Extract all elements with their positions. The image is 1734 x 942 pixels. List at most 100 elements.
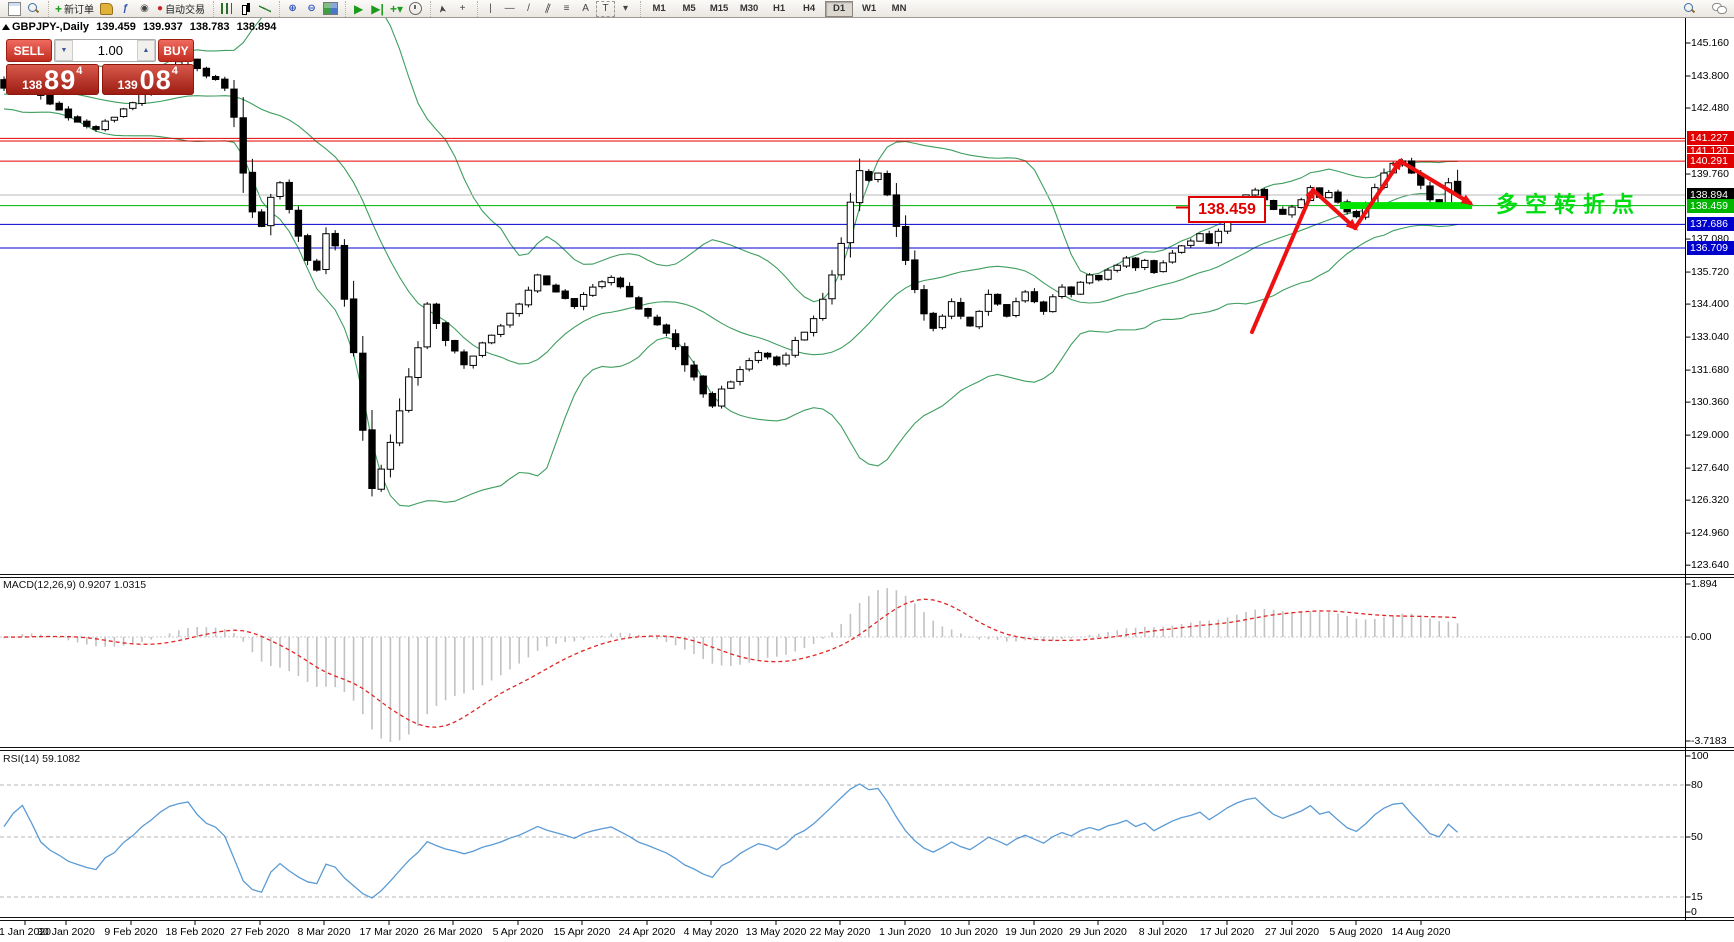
channel-tool-icon[interactable]: ∥ xyxy=(543,2,552,15)
tester-step-icon[interactable]: ▶| xyxy=(371,1,384,16)
buy-quote[interactable]: 139 08 4 xyxy=(101,64,194,95)
timeframe-D1[interactable]: D1 xyxy=(825,0,854,17)
tester-play-icon[interactable]: ▶ xyxy=(353,1,364,16)
volume-input[interactable]: 1.00 xyxy=(97,43,123,58)
arrows-tool-icon[interactable]: ▾ xyxy=(623,2,629,14)
trendline-tool-icon[interactable]: / xyxy=(527,2,530,14)
ohlc-high: 139.937 xyxy=(142,21,183,33)
tile-windows-icon[interactable] xyxy=(322,2,339,16)
search-icon[interactable] xyxy=(1681,1,1698,15)
date-tick: 27 Jul 2020 xyxy=(1264,926,1320,938)
text-tool-icon[interactable]: A xyxy=(582,2,589,14)
vertical-line-tool-icon[interactable]: | xyxy=(489,2,492,14)
line-chart-icon[interactable] xyxy=(256,2,273,16)
price-tick: 133.040 xyxy=(1691,331,1729,344)
date-tick: 24 Apr 2020 xyxy=(618,926,676,938)
chat-icon[interactable] xyxy=(1710,1,1727,15)
bar-chart-icon[interactable] xyxy=(218,2,235,16)
sell-button[interactable]: SELL xyxy=(6,39,52,62)
sell-quote[interactable]: 138 89 4 xyxy=(6,64,99,95)
magnifier-window-icon xyxy=(27,2,40,15)
rsi-label: RSI(14) 59.1082 xyxy=(3,753,80,765)
zigzag-arrow xyxy=(1311,188,1358,231)
indicator-axis-tick: 0 xyxy=(1691,906,1697,918)
zoom-in-icon[interactable]: ⊕ xyxy=(288,2,297,14)
date-tick: 1 Jun 2020 xyxy=(879,926,931,938)
zigzag-arrow xyxy=(1250,186,1315,334)
buy-price-small: 139 xyxy=(117,78,138,92)
top-toolbar: + 新订单 ƒ ◉ ● 自动交易 ⊕ ⊖ ▶ ▶| +▾ ➤ + | — / ∥… xyxy=(0,0,1734,18)
trade-panel-quotes: 138 89 4 139 08 4 xyxy=(6,64,194,95)
price-tick: 142.480 xyxy=(1691,102,1729,115)
price-tick: 123.640 xyxy=(1691,559,1729,572)
zoom-out-icon[interactable]: ⊖ xyxy=(307,2,316,14)
price-level-badge: 138.894 xyxy=(1687,188,1734,203)
crosshair-icon[interactable]: + xyxy=(459,2,466,14)
toolbar-group-tester: ▶ ▶| +▾ xyxy=(345,0,428,17)
new-chart-icon[interactable] xyxy=(6,1,23,16)
toolbar-group-zoom: ⊕ ⊖ xyxy=(279,0,343,17)
autotrade-stop-icon: ● xyxy=(157,3,164,14)
price-annotation-label[interactable]: 138.459 xyxy=(1188,196,1266,223)
indicator-axis-tick: 50 xyxy=(1691,831,1703,843)
buy-button[interactable]: BUY xyxy=(158,39,194,62)
new-order-button[interactable]: + 新订单 xyxy=(52,2,97,17)
date-tick: 22 May 2020 xyxy=(809,926,871,938)
toolbar-group-order: + 新订单 ƒ ◉ ● 自动交易 xyxy=(48,0,211,17)
indicator-axis-tick: 0.00 xyxy=(1691,631,1712,643)
fibonacci-tool-icon[interactable]: ≡ xyxy=(563,2,570,14)
add-indicator-icon[interactable]: +▾ xyxy=(390,1,404,16)
date-tick: 8 Jul 2020 xyxy=(1138,926,1188,938)
toolbar-group-charts xyxy=(2,1,46,17)
macd-signal-value: 1.0315 xyxy=(113,579,147,591)
price-tick: 131.680 xyxy=(1691,364,1729,377)
date-tick: 26 Mar 2020 xyxy=(423,926,483,938)
indicator-axis-tick: -3.7183 xyxy=(1691,735,1727,747)
volume-decrease-button[interactable]: ▼ xyxy=(55,40,73,61)
macd-signal-line xyxy=(3,598,1458,728)
chart-style-icon[interactable] xyxy=(98,2,115,16)
cursor-icon[interactable]: ➤ xyxy=(436,3,450,14)
timeframe-MN[interactable]: MN xyxy=(891,3,907,14)
date-tick: 19 Jun 2020 xyxy=(1005,926,1063,938)
timeframe-M30[interactable]: M30 xyxy=(739,3,759,14)
price-level-badge: 141.227 xyxy=(1687,131,1734,146)
price-tick: 145.160 xyxy=(1691,37,1729,49)
price-tick: 139.760 xyxy=(1691,168,1729,181)
rsi-name: RSI(14) xyxy=(3,753,40,765)
ohlc-low: 138.783 xyxy=(189,21,230,33)
timeframe-H1[interactable]: H1 xyxy=(772,3,786,14)
toolbar-group-cursor: ➤ + xyxy=(430,0,475,17)
indicator-axis-tick: 80 xyxy=(1691,779,1703,791)
date-tick: 17 Mar 2020 xyxy=(359,926,419,938)
zigzag-arrow xyxy=(1353,157,1403,230)
tiles-glyph xyxy=(323,2,339,15)
timeframe-W1[interactable]: W1 xyxy=(861,3,877,14)
horizontal-line-tool-icon[interactable]: — xyxy=(504,2,515,14)
bars-glyph xyxy=(221,3,233,14)
date-tick: 5 Aug 2020 xyxy=(1329,926,1383,938)
period-clock-icon[interactable] xyxy=(407,2,424,16)
ohlc-open: 139.459 xyxy=(96,21,136,33)
price-tick: 127.640 xyxy=(1691,462,1729,475)
turning-point-annotation[interactable]: 多空转折点 xyxy=(1496,193,1642,218)
timeframe-M15[interactable]: M15 xyxy=(709,3,729,14)
profiles-icon[interactable] xyxy=(25,2,42,16)
signals-icon[interactable]: ◉ xyxy=(140,2,149,14)
timeframe-H4[interactable]: H4 xyxy=(802,3,816,14)
price-tick: 124.960 xyxy=(1691,527,1729,540)
volume-increase-button[interactable]: ▲ xyxy=(137,40,155,61)
price-tick: 129.000 xyxy=(1691,429,1729,442)
buy-price-big: 08 xyxy=(139,65,172,95)
sell-price-small: 138 xyxy=(22,78,43,92)
autotrade-button[interactable]: ● 自动交易 xyxy=(154,2,208,16)
indicator-list-icon[interactable]: ƒ xyxy=(122,2,129,14)
date-tick: 5 Apr 2020 xyxy=(492,926,544,938)
search-glyph xyxy=(1683,2,1696,15)
candlestick-chart-icon[interactable] xyxy=(237,2,254,16)
timeframe-M5[interactable]: M5 xyxy=(682,3,696,14)
label-tool-icon[interactable]: T xyxy=(596,0,616,17)
timeframe-M1[interactable]: M1 xyxy=(652,3,666,14)
